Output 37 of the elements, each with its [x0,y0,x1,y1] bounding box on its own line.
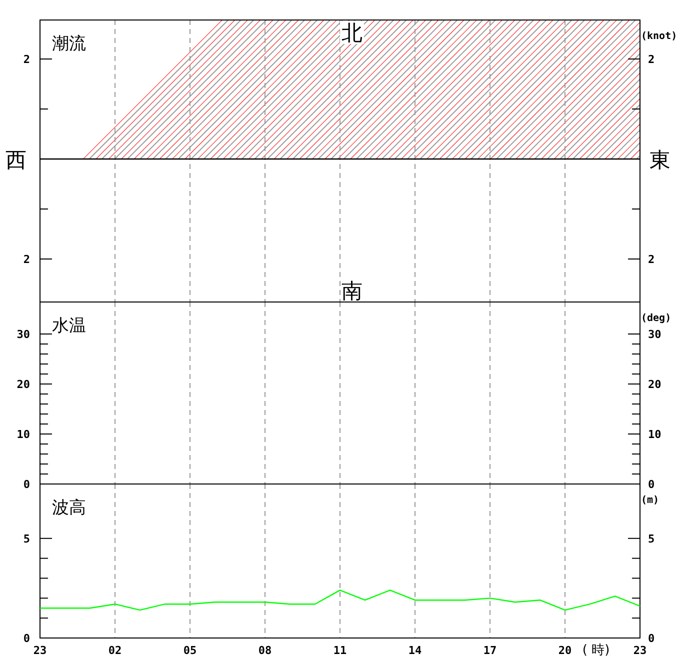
text: 水温 [52,316,86,336]
text: 波高 [52,498,86,518]
y2-axis-title: (knot) [641,31,678,42]
text: 潮流 [52,34,86,54]
y2-tick-label: 2 [648,53,655,66]
y-tick-label: 2 [23,53,30,66]
x-tick-label: 14 [408,644,422,657]
x-tick-label: 23 [633,644,647,657]
y-tick-label: 10 [16,428,30,441]
y-tick-label: 0 [23,478,30,491]
y2-tick-label: 0 [648,632,655,645]
y2-tick-label: 20 [648,378,662,391]
x-tick-label: 17 [483,644,497,657]
y2-tick-label: 5 [648,532,655,546]
x-tick-label: 05 [183,644,197,657]
y2-axis-title: (deg) [641,313,672,324]
x-tick-label: 11 [333,644,347,657]
text: 西 [6,148,26,172]
x-axis-title: ( 時) [582,643,610,658]
annotation: 南 [342,279,362,303]
x-tick-label: 02 [108,644,122,657]
y2-tick-label: 10 [648,428,662,441]
y-tick-label: 30 [16,328,30,341]
y-tick-label: 2 [23,253,30,266]
y2-tick-label: 0 [648,478,655,491]
x-tick-label: 20 [558,644,572,657]
x-tick-label: 23 [33,644,47,657]
y2-tick-label: 2 [648,253,655,266]
annotation: 北 [342,21,362,45]
y-tick-label: 20 [16,378,30,391]
y-tick-label: 0 [23,632,30,645]
y2-tick-label: 30 [648,328,662,341]
line-series [39,590,641,611]
x-tick-label: 08 [258,644,272,657]
y-tick-label: 5 [23,532,30,546]
y2-axis-title: (m) [641,495,660,506]
text: 東 [650,148,670,172]
